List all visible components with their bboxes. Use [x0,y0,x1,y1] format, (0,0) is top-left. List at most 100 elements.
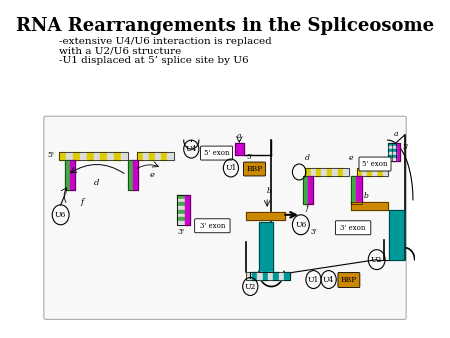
Bar [351,176,361,204]
Bar [235,143,243,155]
Text: U4: U4 [185,145,197,153]
Bar [305,168,310,176]
Bar [378,168,382,176]
Bar [94,152,100,160]
FancyBboxPatch shape [201,146,233,160]
Bar [327,168,333,176]
Bar [373,168,378,176]
Bar [279,271,284,280]
Bar [59,152,66,160]
Bar [161,152,167,160]
Bar [177,195,185,199]
Text: with a U2/U6 structure: with a U2/U6 structure [59,47,181,55]
Text: f: f [305,204,308,212]
Text: 5': 5' [47,151,54,159]
Text: 5' exon: 5' exon [362,160,388,168]
Bar [65,160,75,190]
Bar [128,160,138,190]
Bar [177,217,185,221]
Bar [246,271,252,280]
FancyBboxPatch shape [338,272,360,288]
Bar [133,160,138,190]
Bar [121,152,128,160]
Text: -extensive U4/U6 interaction is replaced: -extensive U4/U6 interaction is replaced [59,37,272,46]
Bar [268,271,274,280]
Text: BBP: BBP [341,276,357,284]
Bar [246,212,285,220]
Bar [310,168,316,176]
Text: d: d [305,154,310,162]
Bar [65,160,70,190]
Bar [397,210,404,260]
Text: b: b [364,192,369,200]
Text: 3': 3' [311,228,317,236]
Bar [136,152,143,160]
Text: a: a [237,132,242,140]
Bar [333,168,338,176]
Bar [284,271,290,280]
Bar [259,222,266,271]
Bar [351,202,388,210]
Text: U2: U2 [371,256,382,264]
Bar [387,158,396,161]
FancyBboxPatch shape [243,162,266,176]
Text: 5': 5' [246,153,252,161]
Bar [262,271,268,280]
Text: U4: U4 [323,275,334,284]
Bar [389,210,396,260]
Bar [177,195,185,225]
Bar [177,202,185,206]
Text: d: d [93,179,99,187]
Bar [351,202,388,210]
Bar [387,149,396,152]
Bar [343,168,349,176]
Text: a: a [394,130,398,138]
Bar [128,160,133,190]
Text: U6: U6 [55,211,66,219]
Text: 5': 5' [402,143,408,151]
Bar [338,168,343,176]
Text: c: c [395,216,400,224]
Bar [185,195,190,225]
Text: U1: U1 [225,164,237,172]
Bar [259,222,273,271]
Text: U1: U1 [308,275,319,284]
Bar [356,176,361,204]
Bar [266,222,273,271]
FancyBboxPatch shape [359,157,391,171]
Bar [387,146,396,149]
Bar [177,206,185,210]
Bar [382,168,387,176]
Bar [235,149,243,155]
Bar [177,199,185,202]
Text: c: c [270,229,274,237]
Bar [177,214,185,217]
Text: -U1 displaced at 5’ splice site by U6: -U1 displaced at 5’ splice site by U6 [59,56,248,66]
Bar [351,176,356,204]
Bar [177,221,185,225]
Bar [149,152,155,160]
Bar [257,271,262,280]
Text: RNA Rearrangements in the Spliceosome: RNA Rearrangements in the Spliceosome [16,17,434,34]
Bar [177,210,185,214]
FancyBboxPatch shape [195,219,230,233]
Text: f: f [80,198,83,206]
Bar [66,152,73,160]
Text: BBP: BBP [246,165,263,173]
Bar [303,176,314,204]
Bar [357,168,362,176]
Text: b: b [266,187,271,195]
Bar [73,152,80,160]
Bar [108,152,114,160]
Text: 3': 3' [178,228,185,236]
Bar [59,152,128,160]
Bar [392,143,400,161]
Bar [177,195,190,225]
Text: U6: U6 [295,221,306,229]
Bar [387,152,396,155]
Bar [308,176,314,204]
Bar [246,271,290,280]
FancyBboxPatch shape [335,221,371,235]
Bar [316,168,321,176]
Bar [387,143,396,161]
